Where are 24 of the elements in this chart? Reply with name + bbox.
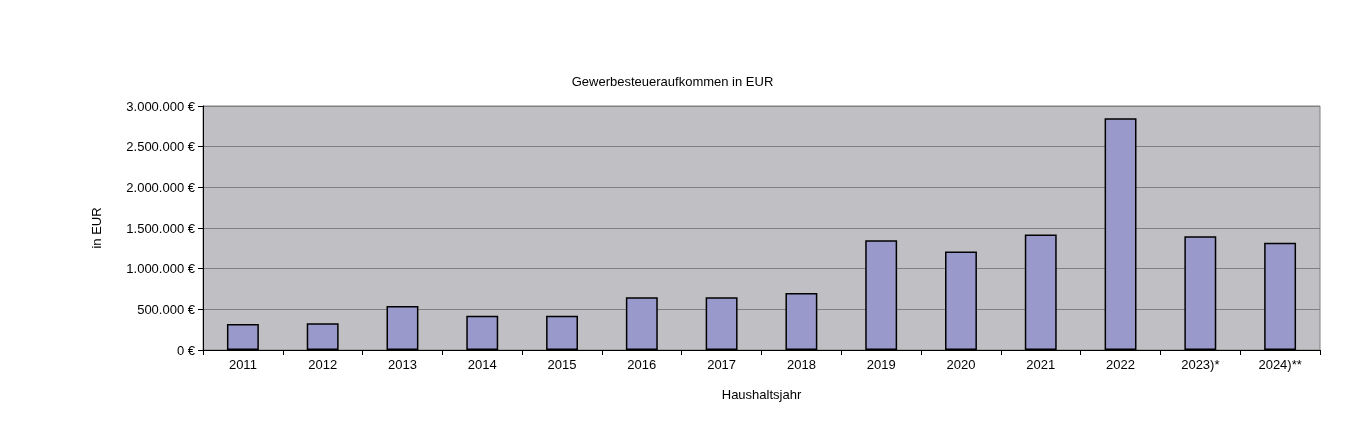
x-tick-label: 2014 [467, 357, 497, 372]
y-tick-label: 1.500.000 € [126, 220, 196, 236]
y-tick-label: 2.000.000 € [126, 179, 196, 195]
x-tick-label: 2018 [786, 357, 816, 372]
x-tick-label: 2017 [707, 357, 737, 372]
x-tick-label: 2021 [1026, 357, 1056, 372]
y-tick-label: 0 € [176, 342, 196, 358]
y-tick-label: 1.000.000 € [126, 261, 196, 277]
y-tick-label: 3.000.000 € [126, 98, 196, 114]
x-tick-label: 2022 [1106, 357, 1135, 372]
chart-title: Gewerbesteueraufkommen in EUR [571, 74, 774, 89]
x-axis-title: Haushaltsjahr [721, 387, 802, 402]
x-tick-label: 2023)* [1181, 357, 1220, 372]
x-tick-label: 2016 [627, 357, 657, 372]
x-tick-label: 2011 [228, 357, 257, 372]
x-tick-label: 2013 [388, 357, 417, 372]
x-tick-label: 2015 [547, 357, 577, 372]
y-axis-title: in EUR [89, 207, 104, 249]
x-tick-label: 2020 [946, 357, 976, 372]
y-tick-label: 2.500.000 € [126, 139, 196, 155]
y-tick-label: 500.000 € [137, 301, 196, 317]
x-tick-label: 2012 [308, 357, 338, 372]
x-tick-label: 2019 [866, 357, 896, 372]
x-tick-label: 2024)** [1258, 357, 1302, 372]
